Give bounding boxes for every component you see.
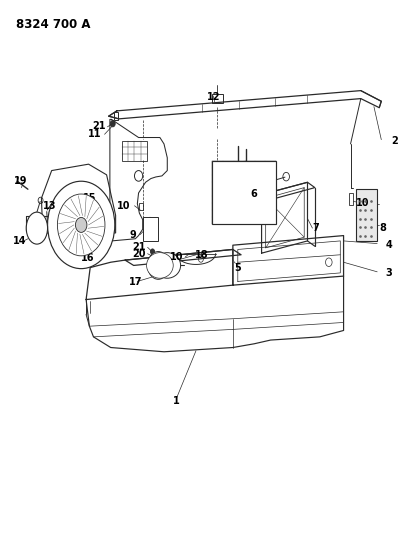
Circle shape <box>150 249 154 254</box>
Text: 2: 2 <box>391 136 397 146</box>
Bar <box>212 94 222 103</box>
Text: 7: 7 <box>312 223 318 233</box>
Ellipse shape <box>146 253 173 278</box>
Circle shape <box>75 217 87 232</box>
Bar <box>348 193 353 205</box>
Text: 14: 14 <box>13 236 26 246</box>
Circle shape <box>282 172 289 181</box>
Text: 6: 6 <box>249 189 256 199</box>
Text: 1: 1 <box>173 396 179 406</box>
Text: 5: 5 <box>234 263 240 272</box>
Circle shape <box>110 120 115 127</box>
Circle shape <box>198 256 203 262</box>
Bar <box>142 217 158 241</box>
Text: 21: 21 <box>132 243 145 252</box>
Text: 13: 13 <box>43 201 56 211</box>
Circle shape <box>134 171 142 181</box>
Text: 3: 3 <box>384 268 391 278</box>
Text: 17: 17 <box>128 278 142 287</box>
Bar <box>212 161 275 224</box>
Bar <box>114 112 118 120</box>
Circle shape <box>325 258 331 266</box>
Ellipse shape <box>154 253 180 278</box>
Text: 4: 4 <box>384 240 391 250</box>
Text: 10: 10 <box>355 198 369 207</box>
Text: 18: 18 <box>194 250 208 260</box>
Text: 11: 11 <box>88 130 101 139</box>
Text: 16: 16 <box>81 253 94 263</box>
Bar <box>122 141 146 161</box>
Text: 8: 8 <box>378 223 385 233</box>
Circle shape <box>57 194 105 256</box>
Bar <box>355 189 376 241</box>
Text: 15: 15 <box>83 193 96 203</box>
Bar <box>139 203 143 210</box>
Text: 8324 700 A: 8324 700 A <box>16 18 90 30</box>
Text: 19: 19 <box>14 176 27 186</box>
Text: 20: 20 <box>132 249 145 259</box>
Circle shape <box>38 197 43 204</box>
Text: 10: 10 <box>170 252 183 262</box>
Ellipse shape <box>26 212 47 244</box>
Text: 9: 9 <box>129 230 136 239</box>
Text: 10: 10 <box>117 201 130 211</box>
Text: 21: 21 <box>92 121 106 131</box>
Text: 12: 12 <box>206 92 219 102</box>
Circle shape <box>147 252 169 279</box>
Circle shape <box>47 181 115 269</box>
